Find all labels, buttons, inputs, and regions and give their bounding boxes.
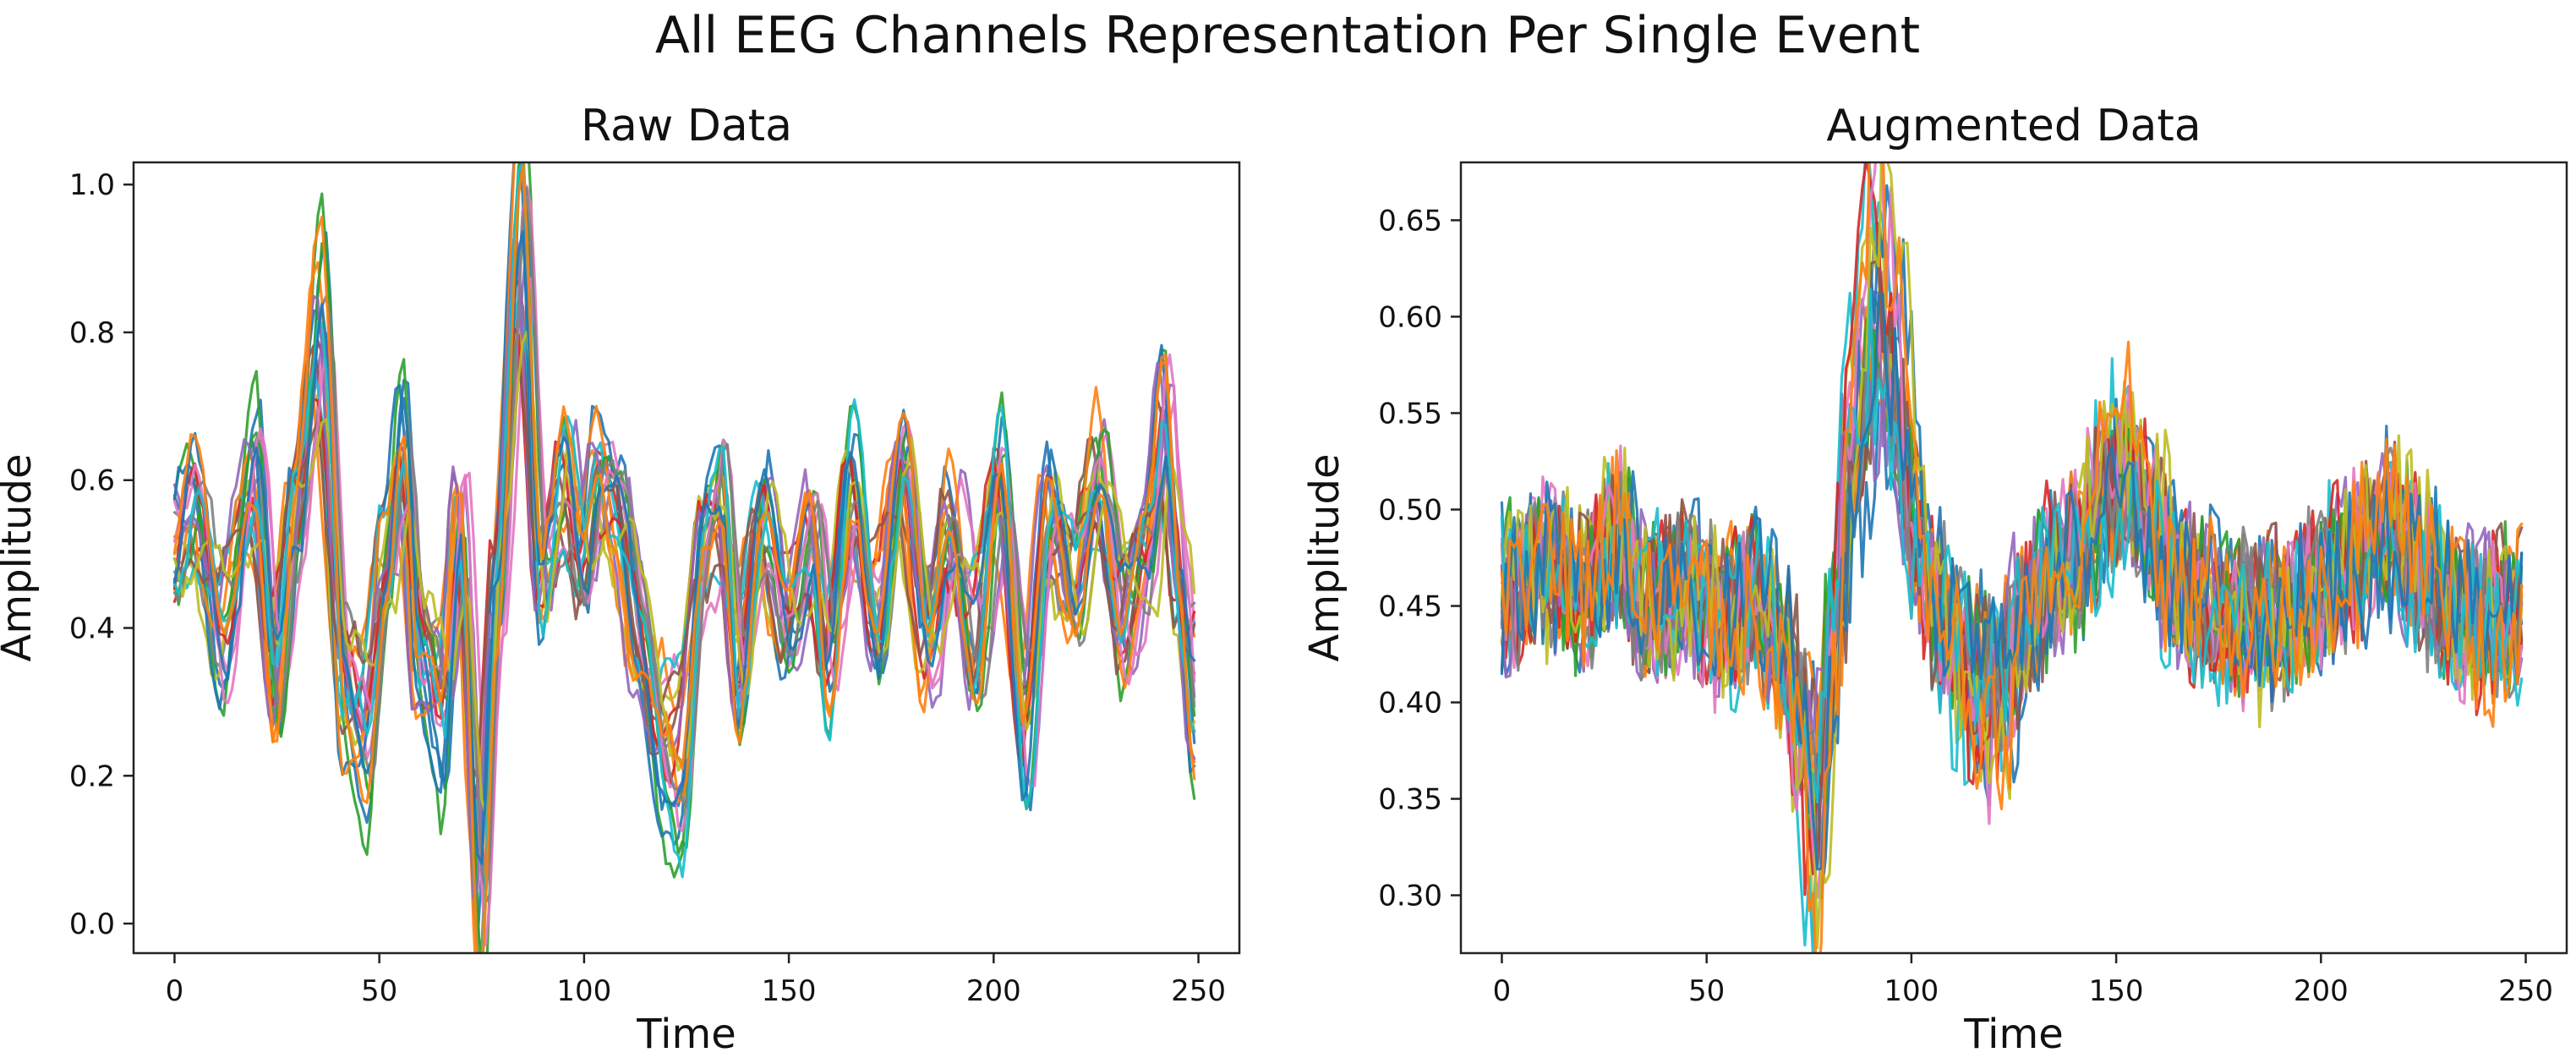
augmented-data-x-tick-label: 100 bbox=[1884, 974, 1939, 1008]
augmented-data-series-group bbox=[1500, 162, 2524, 953]
augmented-data-panel: 0 50 100 150 200 250 0.30 0.35 0.40 0.45 0.50 0.55 0… bbox=[1301, 101, 2568, 1058]
augmented-data-y-tick-label: 0.40 bbox=[1378, 687, 1442, 721]
raw-data-y-tick-label: 0.0 bbox=[69, 907, 115, 941]
raw-data-y-tick-label: 0.4 bbox=[69, 612, 115, 646]
raw-data-y-axis-label: Amplitude bbox=[0, 454, 41, 662]
raw-data-x-tick-label: 0 bbox=[166, 974, 184, 1008]
raw-data-channel-15-line bbox=[172, 229, 1196, 900]
raw-data-series-group bbox=[172, 162, 1196, 953]
raw-data-axes-frame bbox=[132, 161, 1241, 955]
raw-data-x-tick-label: 50 bbox=[361, 974, 397, 1008]
augmented-data-y-tick-label: 0.30 bbox=[1378, 880, 1442, 913]
augmented-data-y-tick-label: 0.45 bbox=[1378, 590, 1442, 624]
augmented-data-x-tick-label: 250 bbox=[2498, 974, 2553, 1008]
raw-data-channel-22-line bbox=[172, 165, 1196, 953]
raw-data-y-tick-label: 0.8 bbox=[69, 316, 115, 350]
augmented-data-y-tick-label: 0.65 bbox=[1378, 204, 1442, 238]
augmented-data-x-tick-label: 0 bbox=[1493, 974, 1512, 1008]
raw-data-x-tick-label: 250 bbox=[1171, 974, 1226, 1008]
figure-suptitle: All EEG Channels Representation Per Sing… bbox=[655, 6, 1920, 65]
raw-data-y-tick-label: 0.6 bbox=[69, 464, 115, 498]
raw-data-x-tick-label: 150 bbox=[762, 974, 817, 1008]
raw-data-title: Raw Data bbox=[581, 101, 792, 151]
raw-data-y-tick-label: 1.0 bbox=[69, 168, 115, 202]
augmented-data-x-axis-label: Time bbox=[1963, 1011, 2063, 1058]
augmented-data-y-tick-label: 0.60 bbox=[1378, 300, 1442, 334]
augmented-data-x-tick-label: 200 bbox=[2294, 974, 2349, 1008]
augmented-data-x-tick-label: 150 bbox=[2089, 974, 2144, 1008]
augmented-data-y-tick-label: 0.35 bbox=[1378, 783, 1442, 817]
augmented-data-y-axis-label: Amplitude bbox=[1301, 454, 1348, 662]
raw-data-x-axis-label: Time bbox=[636, 1011, 736, 1058]
augmented-data-axes-frame bbox=[1459, 161, 2568, 955]
augmented-data-x-tick-label: 50 bbox=[1688, 974, 1725, 1008]
raw-data-panel: 0 50 100 150 200 250 0.0 0.2 0.4 0.6 0.8 1.0 Raw Dat… bbox=[0, 101, 1241, 1058]
raw-data-x-tick-label: 200 bbox=[966, 974, 1021, 1008]
augmented-data-y-tick-label: 0.55 bbox=[1378, 397, 1442, 430]
augmented-data-y-tick-label: 0.50 bbox=[1378, 493, 1442, 527]
augmented-data-title: Augmented Data bbox=[1826, 101, 2201, 151]
raw-data-x-tick-label: 100 bbox=[556, 974, 611, 1008]
augmented-data-channel-22-line bbox=[1500, 162, 2524, 953]
raw-data-y-tick-label: 0.2 bbox=[69, 759, 115, 793]
